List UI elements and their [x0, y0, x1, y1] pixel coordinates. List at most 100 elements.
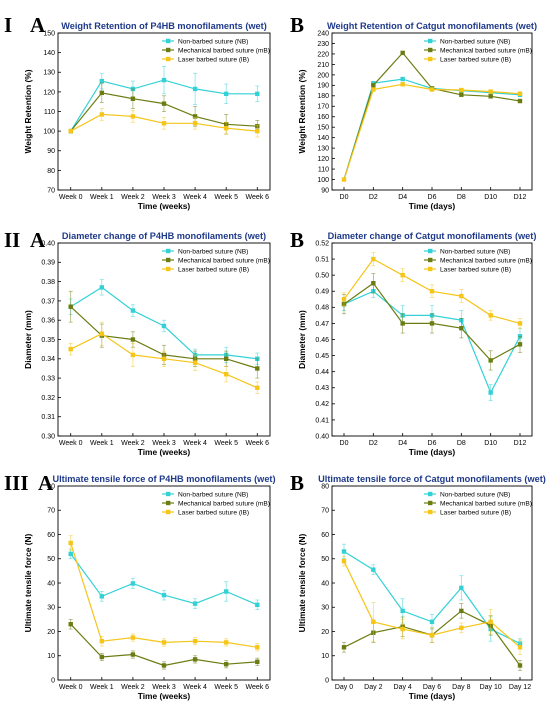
x-tick-label: D6 [428, 440, 437, 447]
data-point [68, 304, 73, 309]
legend-label: Laser barbed suture (lB) [178, 509, 249, 516]
data-point [68, 346, 73, 352]
legend-swatch-marker [166, 509, 171, 515]
data-point [161, 640, 167, 645]
data-point [192, 657, 198, 662]
y-tick-label: 100 [317, 177, 329, 184]
data-point [99, 90, 105, 96]
legend-swatch-marker [166, 257, 171, 263]
data-point [130, 96, 136, 101]
chart-title: Diameter change of Catgut monofilaments … [328, 231, 537, 241]
legend-label: Mechanical barbed suture (mB) [178, 47, 270, 54]
legend-swatch-marker [166, 56, 171, 62]
panel-letter-IIB: B [290, 228, 304, 252]
data-point [255, 602, 260, 608]
data-point [99, 654, 105, 660]
legend-swatch-marker [428, 47, 433, 53]
data-point [488, 94, 493, 99]
data-point [459, 585, 464, 591]
legend-label: Laser barbed suture (lB) [440, 56, 511, 63]
section-label-II: II [4, 228, 20, 252]
legend-label: Non-barbed suture (NB) [178, 38, 248, 45]
data-point [400, 321, 405, 326]
legend: Non-barbed suture (NB) Mechanical barbed … [424, 491, 532, 516]
chart-title: Ultimate tensile force of Catgut monofil… [318, 474, 546, 484]
y-tick-label: 0.34 [41, 356, 55, 363]
x-tick-label: Week 4 [183, 684, 207, 691]
data-point [341, 177, 347, 182]
x-tick-label: D12 [514, 440, 527, 447]
panel-letter-IB: B [290, 13, 304, 37]
y-tick-label: 20 [47, 629, 55, 636]
panel-letter-IA: A [30, 13, 46, 37]
x-tick-label: D0 [340, 194, 349, 201]
x-tick-label: Day 10 [480, 684, 502, 691]
y-tick-label: 70 [47, 187, 55, 194]
data-point [130, 652, 136, 657]
x-axis-label: Time (days) [409, 691, 456, 701]
x-axis-label: Time (days) [409, 201, 456, 211]
legend-label: Non-barbed suture (NB) [440, 491, 510, 498]
series-mB [341, 273, 523, 371]
data-point [99, 112, 105, 117]
data-point [517, 342, 523, 347]
data-point [99, 639, 105, 644]
x-tick-label: D6 [428, 194, 437, 201]
y-tick-label: 90 [321, 187, 329, 194]
x-tick-label: Day 8 [452, 684, 470, 691]
x-tick-label: Week 6 [245, 684, 269, 691]
x-tick-label: Week 0 [59, 684, 83, 691]
x-tick-label: Week 2 [121, 684, 145, 691]
data-point [429, 321, 435, 326]
data-point [488, 619, 493, 624]
y-tick-label: 200 [317, 72, 329, 79]
y-axis-label: Ultimate tensile force (N) [23, 533, 33, 632]
y-tick-label: 0.47 [315, 321, 329, 328]
data-point [488, 358, 493, 363]
y-tick-label: 0.43 [315, 385, 329, 392]
data-point [459, 92, 464, 97]
legend-swatch-marker [166, 266, 171, 272]
y-tick-label: 110 [44, 109, 55, 116]
section-label-I: I [4, 13, 12, 37]
data-point [161, 101, 167, 106]
y-tick-label: 220 [317, 51, 329, 58]
x-tick-label: Week 1 [90, 194, 114, 201]
x-tick-label: D8 [457, 440, 466, 447]
x-tick-label: Week 3 [152, 194, 176, 201]
panel-letter-IIIA: A [38, 471, 54, 495]
x-tick-label: Day 6 [423, 684, 441, 691]
data-point [192, 114, 198, 119]
data-point [130, 114, 136, 119]
data-point [517, 321, 523, 326]
data-point [223, 662, 229, 667]
data-point [371, 619, 376, 624]
x-tick-label: D12 [514, 194, 527, 201]
y-tick-label: 120 [43, 89, 55, 96]
data-point [99, 285, 105, 290]
data-point [130, 635, 136, 640]
data-point [488, 390, 493, 395]
x-tick-label: D2 [369, 440, 378, 447]
y-tick-label: 70 [47, 508, 55, 515]
x-tick-label: Week 3 [152, 684, 176, 691]
series-mB [68, 619, 260, 670]
data-point [400, 50, 405, 56]
data-point [517, 645, 523, 650]
data-point [161, 356, 167, 361]
y-tick-label: 140 [43, 50, 55, 57]
legend: Non-barbed suture (NB) Mechanical barbed … [424, 248, 532, 273]
y-tick-label: 40 [321, 580, 329, 587]
x-tick-label: Day 0 [335, 684, 353, 691]
data-point [68, 551, 73, 557]
legend-swatch-marker [428, 257, 433, 263]
x-tick-label: D2 [369, 194, 378, 201]
data-point [223, 640, 229, 645]
chart-title: Diameter change of P4HB monofilaments (w… [62, 231, 266, 241]
y-tick-label: 50 [47, 556, 55, 563]
data-point [99, 78, 105, 84]
x-tick-label: Week 5 [214, 194, 238, 201]
y-tick-label: 110 [318, 166, 329, 173]
data-point [400, 272, 405, 278]
legend-label: Mechanical barbed suture (mB) [178, 257, 270, 264]
